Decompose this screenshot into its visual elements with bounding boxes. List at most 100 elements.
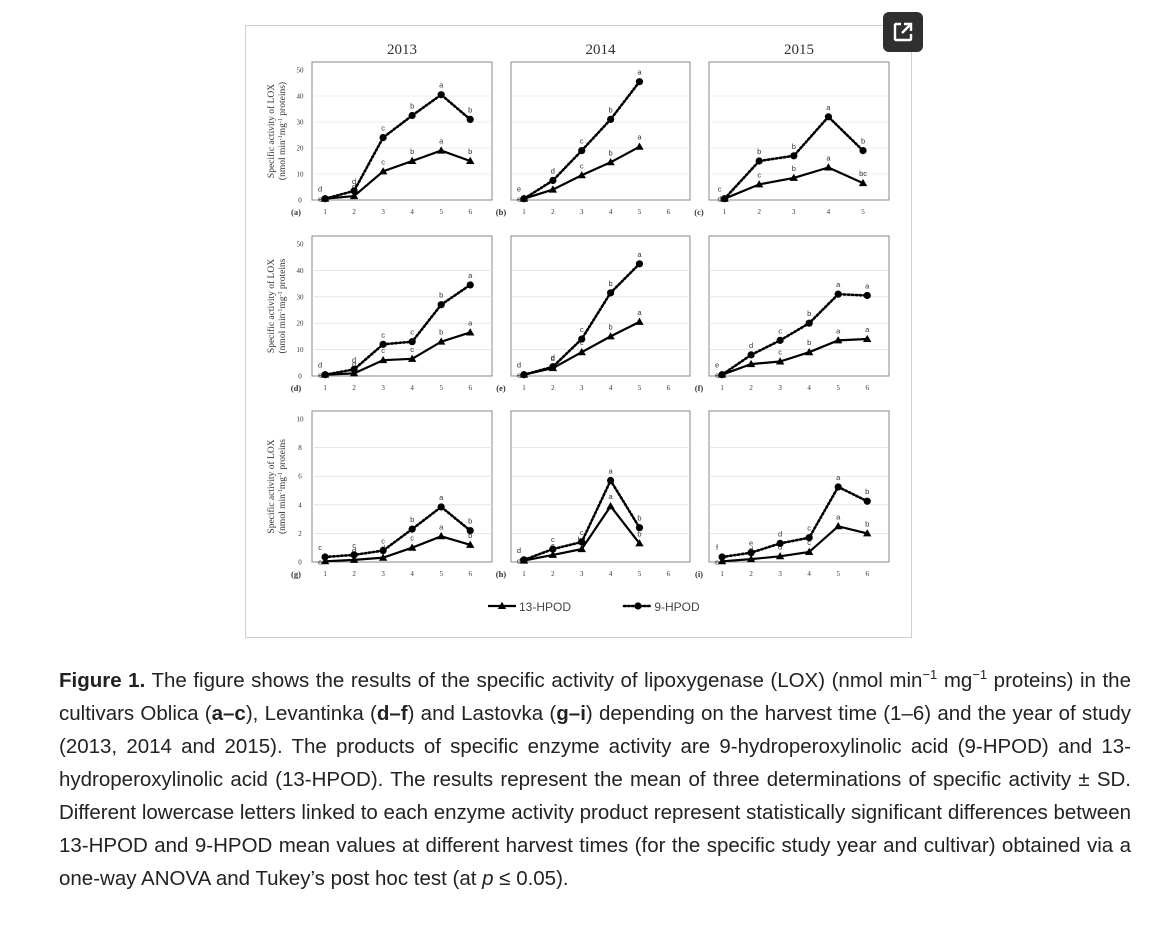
- x-tick-label: 4: [410, 384, 414, 392]
- x-tick-label: 6: [865, 570, 869, 578]
- expand-figure-button[interactable]: [883, 12, 923, 52]
- data-point-13-hpod: [635, 317, 644, 325]
- panel-frame: [510, 410, 691, 563]
- data-point-9-hpod: [437, 301, 445, 309]
- y-axis-title-line: Specific activity of LOX: [266, 259, 277, 353]
- data-point-13-hpod: [548, 185, 558, 193]
- significance-letter: b: [609, 322, 613, 331]
- significance-letter: c: [381, 124, 385, 133]
- panel-label: (d): [291, 383, 302, 393]
- panel-frame: [510, 235, 691, 377]
- data-point-9-hpod: [859, 147, 867, 155]
- data-point-9-hpod: [607, 476, 615, 485]
- significance-letter: c: [778, 347, 782, 356]
- caption-text: ) depending on the harvest time (1–6) an…: [59, 702, 1131, 890]
- significance-letter: c: [410, 534, 414, 543]
- data-point-13-hpod: [606, 502, 615, 510]
- legend-13-hpod-label: 13-HPOD: [519, 600, 571, 614]
- significance-letter: b: [609, 279, 613, 288]
- data-point-13-hpod: [635, 539, 644, 547]
- significance-letter: d: [517, 557, 521, 566]
- y-tick-label: 10: [297, 416, 305, 424]
- data-point-9-hpod: [321, 195, 329, 203]
- data-point-13-hpod: [548, 550, 558, 558]
- data-point-9-hpod: [520, 556, 528, 564]
- data-point-9-hpod: [379, 546, 387, 555]
- x-tick-label: 3: [381, 384, 385, 392]
- significance-letter: b: [807, 309, 811, 318]
- significance-letter: b: [861, 137, 865, 146]
- data-point-9-hpod: [607, 289, 615, 297]
- x-tick-label: 1: [323, 208, 327, 216]
- data-point-13-hpod: [349, 555, 359, 563]
- y-tick-label: 10: [297, 171, 305, 179]
- data-point-9-hpod: [408, 525, 416, 533]
- data-point-13-hpod: [606, 158, 615, 166]
- data-point-13-hpod: [833, 336, 843, 344]
- significance-letter: a: [609, 492, 614, 501]
- legend-9-hpod-marker: [634, 602, 642, 610]
- x-tick-label: 1: [522, 208, 526, 216]
- x-tick-label: 2: [749, 570, 753, 578]
- data-point-9-hpod: [549, 363, 557, 371]
- significance-letter: a: [836, 473, 841, 482]
- x-tick-label: 5: [638, 208, 642, 216]
- significance-letter: c: [580, 137, 584, 146]
- x-tick-label: 1: [720, 384, 724, 392]
- data-point-9-hpod: [578, 335, 586, 343]
- data-point-9-hpod: [635, 524, 644, 532]
- x-tick-label: 4: [410, 570, 414, 578]
- data-point-13-hpod: [436, 146, 446, 154]
- x-tick-label: 6: [667, 384, 671, 392]
- open-external-icon: [893, 22, 913, 42]
- data-point-9-hpod: [437, 91, 445, 99]
- significance-letter: b: [468, 147, 472, 156]
- significance-letter: b: [468, 531, 472, 540]
- x-tick-label: 5: [439, 384, 443, 392]
- legend-13-hpod-marker: [497, 601, 507, 609]
- significance-letter: e: [318, 557, 322, 566]
- significance-letter: a: [865, 325, 870, 334]
- significance-letter: a: [439, 81, 444, 90]
- data-point-13-hpod: [466, 156, 475, 164]
- significance-letter: c: [807, 538, 811, 547]
- series-line-9-hpod: [323, 283, 472, 376]
- caption-text: ≤ 0.05).: [493, 867, 569, 890]
- year-header-2015: 2015: [784, 42, 814, 58]
- year-header-2014: 2014: [586, 42, 617, 58]
- significance-letter: e: [715, 371, 719, 380]
- y-tick-label: 30: [297, 119, 305, 127]
- data-point-13-hpod: [717, 557, 727, 565]
- data-point-13-hpod: [407, 354, 417, 362]
- x-tick-label: 2: [551, 208, 555, 216]
- x-tick-label: 3: [580, 208, 584, 216]
- data-point-9-hpod: [805, 534, 813, 542]
- significance-letter: c: [381, 157, 385, 166]
- significance-letter: d: [551, 354, 555, 363]
- significance-letter: d: [749, 341, 753, 350]
- x-tick-label: 6: [667, 570, 671, 578]
- data-point-13-hpod: [635, 142, 644, 150]
- significance-letter: c: [580, 161, 584, 170]
- significance-letter: c: [580, 338, 584, 347]
- y-axis-title: Specific activity of LOX (nmol min-1mg-1 …: [266, 258, 288, 353]
- data-point-13-hpod: [858, 178, 868, 187]
- significance-letter: d: [778, 529, 782, 538]
- data-point-13-hpod: [577, 544, 586, 553]
- y-tick-label: 6: [298, 473, 302, 481]
- x-tick-label: 5: [638, 384, 642, 392]
- caption-text: ), Levantinka (: [245, 702, 377, 725]
- series-line-13-hpod: [325, 149, 471, 200]
- x-tick-label: 3: [381, 208, 385, 216]
- data-point-9-hpod: [834, 483, 842, 491]
- series-line-9-hpod: [720, 292, 869, 376]
- panel-label: (f): [695, 383, 704, 393]
- data-point-9-hpod: [578, 538, 586, 546]
- significance-letter: c: [757, 170, 761, 179]
- significance-letter: b: [410, 102, 414, 111]
- data-point-9-hpod: [607, 115, 615, 123]
- data-point-9-hpod: [520, 195, 528, 203]
- significance-letter: b: [410, 515, 414, 524]
- significance-letter: b: [757, 147, 761, 156]
- x-tick-label: 4: [410, 208, 414, 216]
